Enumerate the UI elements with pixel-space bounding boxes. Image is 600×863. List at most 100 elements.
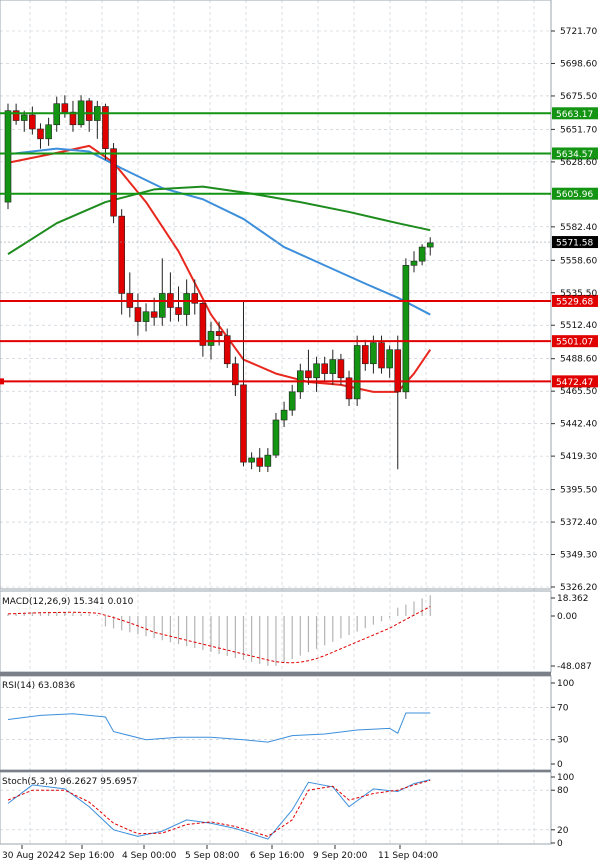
rsi-tick-label: 70 — [557, 703, 569, 713]
bearish-candle — [240, 384, 247, 463]
level-label-box — [552, 107, 598, 120]
time-label: 6 Sep 16:00 — [250, 851, 305, 861]
bullish-candle — [288, 391, 296, 411]
price-tick-label: 5558.60 — [560, 256, 597, 266]
bullish-candle — [142, 311, 150, 322]
bearish-candle — [175, 307, 182, 315]
bullish-candle — [272, 419, 280, 456]
level-label: 5663.17 — [556, 110, 593, 120]
macd-tick-label: 18.362 — [557, 594, 589, 604]
bullish-candle — [207, 331, 215, 346]
bearish-candle — [37, 128, 44, 140]
level-label-box — [552, 147, 598, 160]
bullish-candle — [45, 124, 52, 140]
level-marker — [0, 378, 4, 385]
time-label: 9 Sep 20:00 — [313, 851, 368, 861]
bearish-candle — [110, 148, 117, 217]
bullish-candle — [418, 246, 426, 262]
current-price-label: 5571.58 — [556, 239, 593, 249]
stoch-tick-label: 20 — [557, 826, 569, 836]
price-tick-label: 5442.40 — [560, 420, 597, 430]
time-label: 2 Sep 16:00 — [60, 851, 115, 861]
bearish-candle — [150, 311, 158, 318]
rsi-label: RSI(14) 63.0836 — [2, 681, 75, 691]
rsi-tick-label: 100 — [557, 679, 574, 689]
level-label-box — [552, 294, 598, 307]
bearish-candle — [118, 215, 125, 294]
bullish-candle — [183, 293, 190, 315]
level-label: 5529.68 — [556, 297, 593, 307]
stoch-k-line — [7, 779, 431, 840]
price-tick-label: 5512.40 — [560, 321, 597, 331]
bearish-candle — [134, 307, 142, 322]
bearish-candle — [102, 106, 109, 149]
bullish-candle — [329, 359, 337, 374]
support-resistance-levels: 5663.17 5634.57 5605.96 5529.68 5501.07 5472.… — [0, 107, 598, 388]
bearish-candle — [215, 331, 223, 336]
candlesticks — [4, 95, 434, 473]
level-label: 5605.96 — [556, 190, 593, 200]
rsi-line — [7, 712, 431, 743]
macd-panel: 18.362 0.00 -48.087 — [7, 594, 592, 672]
bullish-candle — [402, 265, 410, 393]
bullish-candle — [386, 349, 393, 369]
price-tick-label: 5651.70 — [560, 125, 597, 135]
bearish-candle — [345, 377, 353, 400]
bearish-candle — [191, 293, 199, 304]
bullish-candle — [280, 409, 288, 421]
panel-frames — [0, 0, 552, 845]
price-tick-label: 5465.50 — [560, 387, 597, 397]
price-tick-label: 5419.30 — [560, 452, 597, 462]
bullish-candle — [410, 260, 418, 266]
price-tick-label: 5628.60 — [560, 158, 597, 168]
main-panel-frame — [0, 0, 552, 590]
price-tick-label: 5488.60 — [560, 355, 597, 365]
bearish-candle — [394, 349, 402, 393]
current-price-box — [552, 236, 598, 249]
price-tick-label: 5582.40 — [560, 223, 597, 233]
bearish-candle — [337, 359, 345, 379]
bullish-candle — [426, 242, 434, 248]
bullish-candle — [370, 342, 377, 365]
stoch-d-line — [7, 779, 431, 837]
bullish-candle — [264, 454, 272, 467]
price-tick-label: 5395.50 — [560, 486, 597, 496]
macd-tick-label: 0.00 — [557, 612, 577, 622]
bullish-candle — [313, 363, 320, 379]
rsi-panel: 100 70 30 0 — [0, 679, 574, 770]
time-axis: 30 Aug 2024 2 Sep 16:00 4 Sep 00:00 5 Sep 0… — [2, 845, 438, 861]
bearish-candle — [199, 303, 207, 346]
level-label: 5634.57 — [556, 150, 593, 160]
price-tick-label: 5721.70 — [560, 27, 597, 37]
macd-signal-line — [7, 606, 431, 664]
macd-tick-label: -48.087 — [557, 662, 592, 672]
rsi-tick-label: 30 — [557, 736, 569, 746]
bullish-candle — [4, 110, 12, 203]
bearish-candle — [305, 370, 312, 379]
bearish-candle — [256, 457, 264, 467]
time-label: 30 Aug 2024 — [2, 851, 60, 861]
bullish-candle — [20, 114, 28, 121]
bearish-candle — [361, 345, 369, 365]
grid — [0, 0, 551, 845]
rsi-tick-label: 0 — [557, 760, 563, 770]
price-tick-label: 5326.20 — [560, 583, 597, 593]
price-tick-label: 5698.60 — [560, 59, 597, 69]
price-tick-label: 5675.50 — [560, 92, 597, 102]
bearish-candle — [61, 103, 69, 113]
stoch-tick-label: 0 — [557, 839, 563, 849]
bearish-candle — [378, 342, 385, 369]
ma_mid-line — [7, 147, 431, 316]
bearish-candle — [85, 100, 93, 121]
level-label-box — [552, 187, 598, 200]
level-label: 5501.07 — [556, 338, 593, 348]
ma_long-line — [7, 185, 431, 255]
bearish-candle — [69, 111, 77, 126]
panel-separator-1 — [0, 672, 551, 676]
bearish-candle — [321, 363, 328, 374]
level-label-box — [552, 375, 598, 388]
bearish-candle — [29, 114, 36, 130]
price-tick-label: 5372.40 — [560, 518, 597, 528]
bullish-candle — [353, 345, 361, 400]
